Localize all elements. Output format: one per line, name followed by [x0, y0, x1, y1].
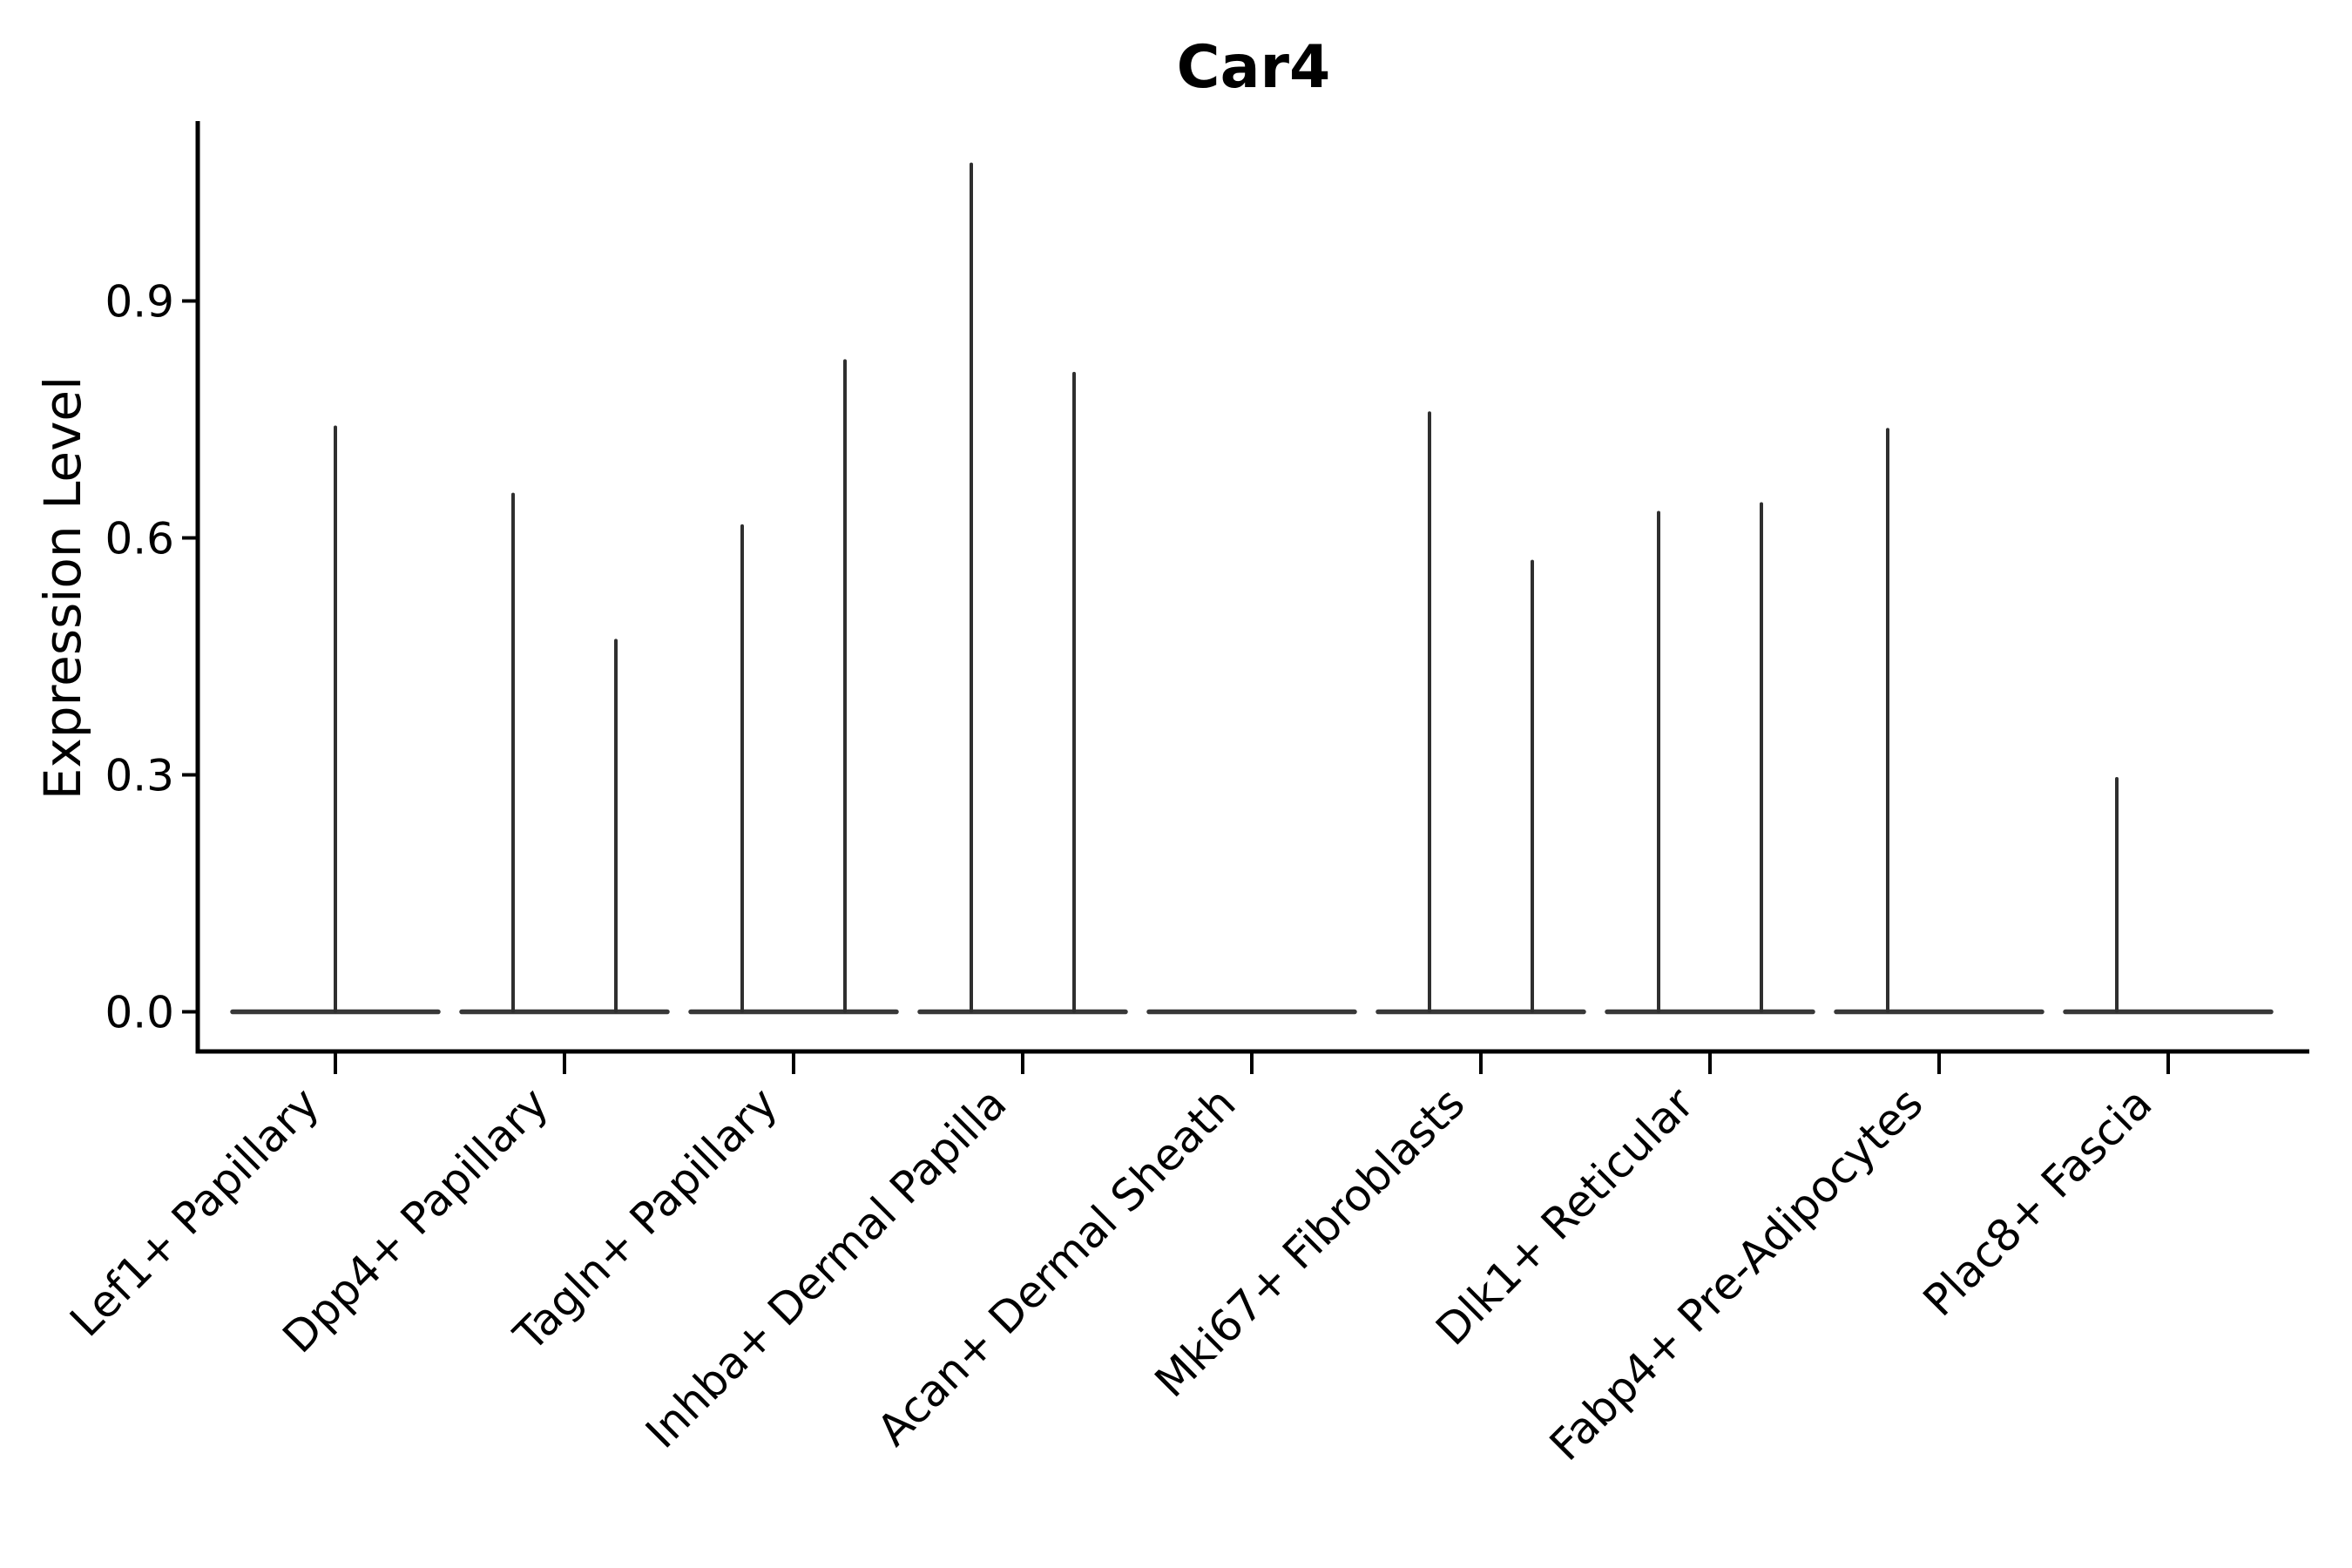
axes-spines: [195, 121, 2309, 1054]
x-category-label: Fabp4+ Pre-Adipocytes: [1540, 1078, 1933, 1470]
y-tick-label: 0.3: [105, 750, 174, 801]
x-category-label: Plac8+ Fascia: [1914, 1078, 2162, 1326]
y-tick-label: 0.6: [105, 513, 174, 564]
x-category-label: Lef1+ Papillary: [60, 1078, 328, 1346]
violin-series: [230, 162, 2274, 1015]
y-axis-ticks: 0.0 0.3 0.6 0.9: [105, 276, 198, 1038]
y-axis-label: Expression Level: [33, 376, 92, 800]
y-tick-label: 0.9: [105, 276, 174, 327]
x-axis-ticks: [334, 1053, 2170, 1074]
chart-title: Car4: [1177, 33, 1331, 102]
y-tick-label: 0.0: [105, 988, 174, 1038]
